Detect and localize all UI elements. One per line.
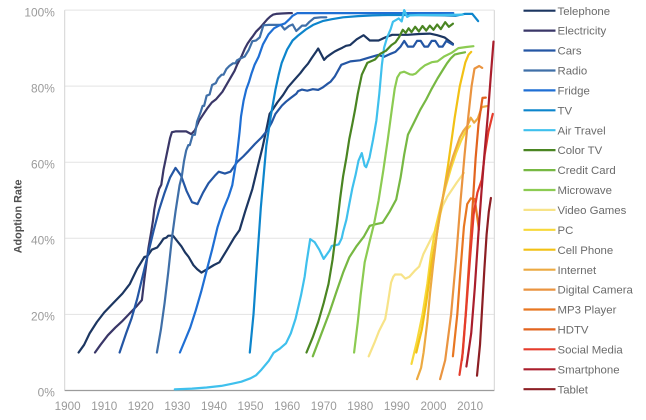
svg-text:Microwave: Microwave bbox=[558, 185, 612, 197]
svg-text:Cell Phone: Cell Phone bbox=[558, 245, 614, 257]
svg-text:TV: TV bbox=[558, 105, 573, 117]
svg-text:Credit Card: Credit Card bbox=[558, 165, 616, 177]
svg-text:1960: 1960 bbox=[274, 400, 301, 413]
svg-text:20%: 20% bbox=[31, 310, 55, 324]
svg-text:Color TV: Color TV bbox=[558, 145, 603, 157]
svg-text:HDTV: HDTV bbox=[558, 325, 589, 337]
svg-text:1950: 1950 bbox=[237, 400, 264, 413]
svg-text:40%: 40% bbox=[31, 234, 55, 248]
svg-text:PC: PC bbox=[558, 225, 574, 237]
svg-text:Digital Camera: Digital Camera bbox=[558, 285, 634, 297]
svg-text:Adoption Rate: Adoption Rate bbox=[13, 180, 25, 254]
svg-text:Radio: Radio bbox=[558, 66, 588, 78]
svg-text:Smartphone: Smartphone bbox=[558, 364, 620, 376]
svg-text:1910: 1910 bbox=[91, 400, 118, 413]
svg-text:2010: 2010 bbox=[457, 400, 484, 413]
svg-text:1930: 1930 bbox=[164, 400, 191, 413]
svg-text:2000: 2000 bbox=[420, 400, 447, 413]
svg-text:Telephone: Telephone bbox=[558, 6, 611, 18]
svg-text:Electricity: Electricity bbox=[558, 26, 607, 38]
svg-text:1980: 1980 bbox=[347, 400, 374, 413]
svg-text:Internet: Internet bbox=[558, 265, 597, 277]
svg-text:Air Travel: Air Travel bbox=[558, 125, 606, 137]
svg-text:80%: 80% bbox=[31, 81, 55, 95]
svg-text:Video Games: Video Games bbox=[558, 205, 627, 217]
svg-text:100%: 100% bbox=[24, 5, 55, 19]
svg-text:1920: 1920 bbox=[128, 400, 155, 413]
svg-text:1970: 1970 bbox=[311, 400, 338, 413]
svg-text:MP3 Player: MP3 Player bbox=[558, 305, 617, 317]
svg-text:1900: 1900 bbox=[55, 400, 82, 413]
svg-text:Social Media: Social Media bbox=[558, 344, 624, 356]
svg-text:Cars: Cars bbox=[558, 46, 582, 58]
svg-text:Tablet: Tablet bbox=[558, 384, 589, 396]
svg-text:0%: 0% bbox=[38, 386, 56, 400]
svg-text:Fridge: Fridge bbox=[558, 86, 590, 98]
svg-text:1940: 1940 bbox=[201, 400, 228, 413]
svg-text:1990: 1990 bbox=[384, 400, 411, 413]
svg-text:60%: 60% bbox=[31, 157, 55, 171]
